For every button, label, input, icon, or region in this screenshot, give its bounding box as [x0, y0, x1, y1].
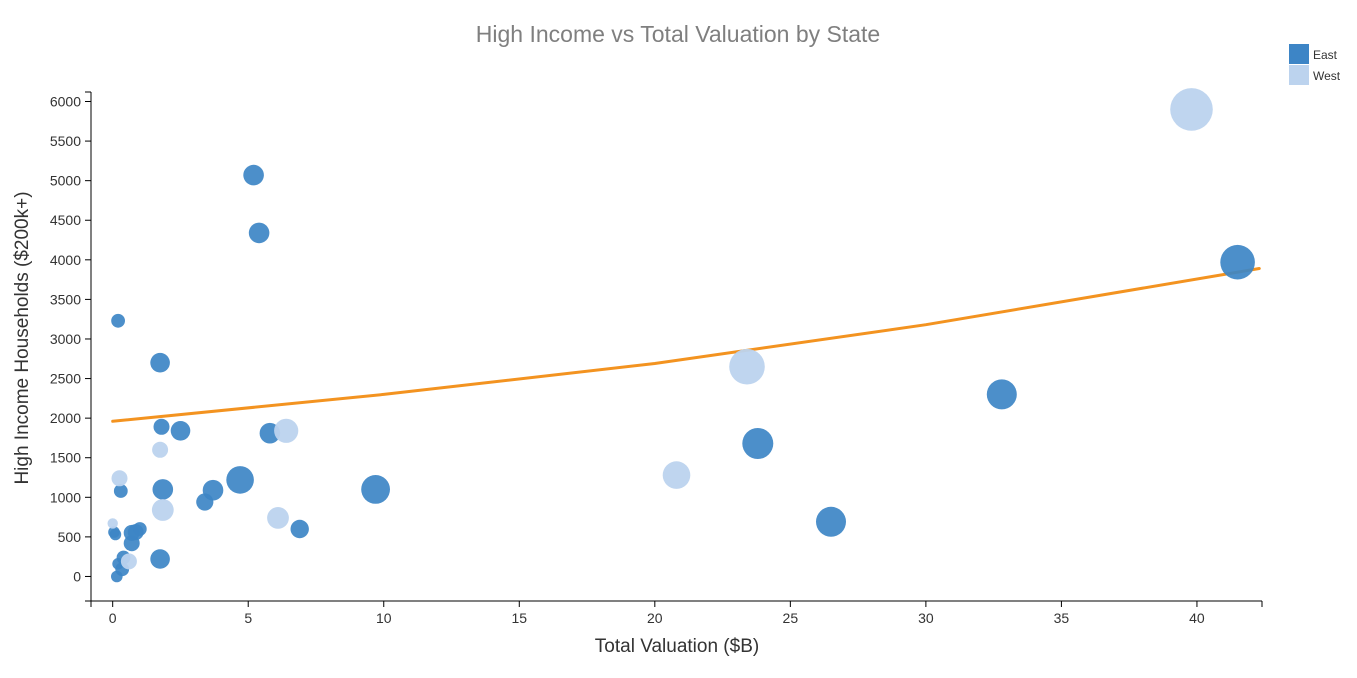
x-tick-label: 40	[1189, 610, 1205, 626]
data-point-east[interactable]	[150, 352, 170, 373]
trendline	[111, 267, 1261, 423]
y-tick-label: 4000	[50, 252, 81, 268]
series-west	[107, 88, 1213, 570]
y-tick-label: 1500	[50, 450, 81, 466]
data-point-east[interactable]	[248, 222, 270, 244]
y-tick-label: 2000	[50, 410, 81, 426]
data-point-east[interactable]	[152, 479, 174, 500]
data-point-west[interactable]	[1170, 88, 1213, 131]
data-point-east[interactable]	[243, 164, 264, 186]
data-point-east[interactable]	[132, 522, 147, 536]
y-tick-label: 2500	[50, 371, 81, 387]
y-tick-label: 1000	[50, 489, 81, 505]
data-point-east[interactable]	[742, 428, 774, 459]
x-tick-label: 5	[244, 610, 252, 626]
data-point-east[interactable]	[113, 484, 128, 498]
chart-title: High Income vs Total Valuation by State	[476, 21, 880, 47]
x-tick-label: 15	[511, 610, 527, 626]
data-point-east[interactable]	[816, 506, 846, 537]
x-tick-label: 0	[109, 610, 117, 626]
x-tick-label: 10	[376, 610, 392, 626]
data-point-east[interactable]	[150, 549, 170, 569]
y-tick-label: 3000	[50, 331, 81, 347]
legend-swatch-west[interactable]	[1289, 65, 1309, 85]
x-tick-label: 30	[918, 610, 934, 626]
data-point-west[interactable]	[120, 553, 137, 570]
legend-label-west: West	[1313, 69, 1341, 83]
data-point-east[interactable]	[111, 313, 125, 328]
data-point-east[interactable]	[1220, 244, 1255, 280]
data-point-west[interactable]	[267, 507, 289, 529]
y-tick-label: 500	[58, 529, 82, 545]
y-tick-label: 5500	[50, 133, 81, 149]
x-axis-label: Total Valuation ($B)	[595, 636, 759, 657]
data-point-west[interactable]	[662, 461, 691, 489]
points-layer	[107, 88, 1255, 583]
data-point-west[interactable]	[274, 418, 299, 443]
y-tick-label: 6000	[50, 93, 81, 109]
data-point-east[interactable]	[290, 519, 309, 539]
data-point-east[interactable]	[226, 466, 254, 494]
data-point-west[interactable]	[111, 470, 128, 487]
x-tick-label: 25	[783, 610, 799, 626]
data-point-west[interactable]	[107, 518, 118, 529]
x-axis: 0 5 10 15 20 25 30 35 40	[90, 600, 1263, 626]
data-point-east[interactable]	[986, 379, 1017, 410]
trendline-layer	[111, 267, 1261, 423]
y-tick-label: 5000	[50, 173, 81, 189]
y-tick-label: 4500	[50, 212, 81, 228]
data-point-east[interactable]	[153, 418, 170, 435]
y-tick-label: 3500	[50, 291, 81, 307]
y-tick-label: 0	[73, 568, 81, 584]
data-point-east[interactable]	[170, 421, 191, 441]
data-point-east[interactable]	[361, 475, 390, 504]
legend: East West	[1289, 44, 1341, 85]
y-axis-label: High Income Households ($200k+)	[12, 191, 33, 484]
legend-label-east: East	[1313, 48, 1338, 62]
x-tick-label: 35	[1054, 610, 1070, 626]
x-tick-label: 20	[647, 610, 663, 626]
data-point-west[interactable]	[729, 348, 765, 385]
legend-swatch-east[interactable]	[1289, 44, 1309, 64]
data-point-east[interactable]	[202, 479, 224, 501]
y-axis: 0 500 1000 1500 2000 2500 3000 3500 4000 4500 5000…	[50, 91, 92, 602]
data-point-west[interactable]	[152, 441, 169, 458]
data-point-east[interactable]	[109, 528, 122, 541]
data-point-west[interactable]	[151, 499, 174, 521]
